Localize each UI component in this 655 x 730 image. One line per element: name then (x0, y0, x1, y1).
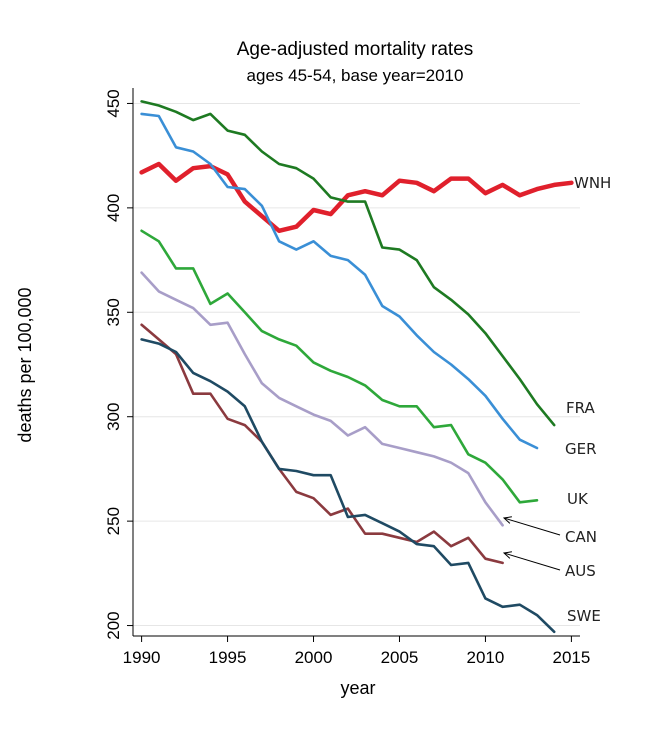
series-label-aus: AUS (565, 562, 596, 580)
axes: 200 250 300 350 400 450 1990 1995 2000 2005 2010 20… (104, 88, 590, 667)
y-axis-label: deaths per 100,000 (15, 287, 35, 442)
y-tick-label: 300 (104, 403, 123, 431)
y-tick-label: 450 (104, 89, 123, 117)
series-label-wnh: WNH (574, 174, 611, 192)
series-line-swe (140, 338, 556, 634)
series-line-uk (140, 229, 539, 504)
x-tick-label: 2000 (295, 648, 333, 667)
y-tick-label: 200 (104, 611, 123, 639)
chart-title: Age-adjusted mortality rates (237, 39, 474, 60)
y-tick-label: 250 (104, 507, 123, 535)
x-tick-label: 1990 (123, 648, 161, 667)
series-label-swe: SWE (567, 607, 601, 625)
series-label-fra: FRA (566, 399, 595, 417)
x-axis-label: year (340, 678, 375, 698)
x-tick-label: 1995 (209, 648, 247, 667)
label-arrowhead-icon (502, 551, 512, 559)
series-line-wnh (139, 161, 574, 234)
label-arrowhead-icon (502, 516, 512, 524)
x-tick-label: 2010 (467, 648, 505, 667)
label-pointer-line (503, 552, 561, 571)
series-label-uk: UK (567, 490, 589, 508)
label-pointer-line (503, 517, 561, 536)
x-tick-label: 2005 (381, 648, 419, 667)
x-tick-label: 2015 (552, 648, 590, 667)
series-label-can: CAN (565, 528, 597, 546)
series-line-ger (140, 112, 539, 450)
series-label-ger: GER (565, 440, 597, 458)
series-line-aus (140, 323, 504, 565)
gridlines (133, 102, 580, 627)
y-tick-label: 350 (104, 298, 123, 326)
series-lines (139, 100, 574, 634)
series-labels: WNH FRA GER UK CAN AUS SWE (502, 174, 611, 625)
series-line-can (140, 271, 504, 527)
y-tick-label: 400 (104, 194, 123, 222)
series-line-fra (140, 100, 556, 427)
chart-subtitle: ages 45-54, base year=2010 (247, 66, 464, 85)
